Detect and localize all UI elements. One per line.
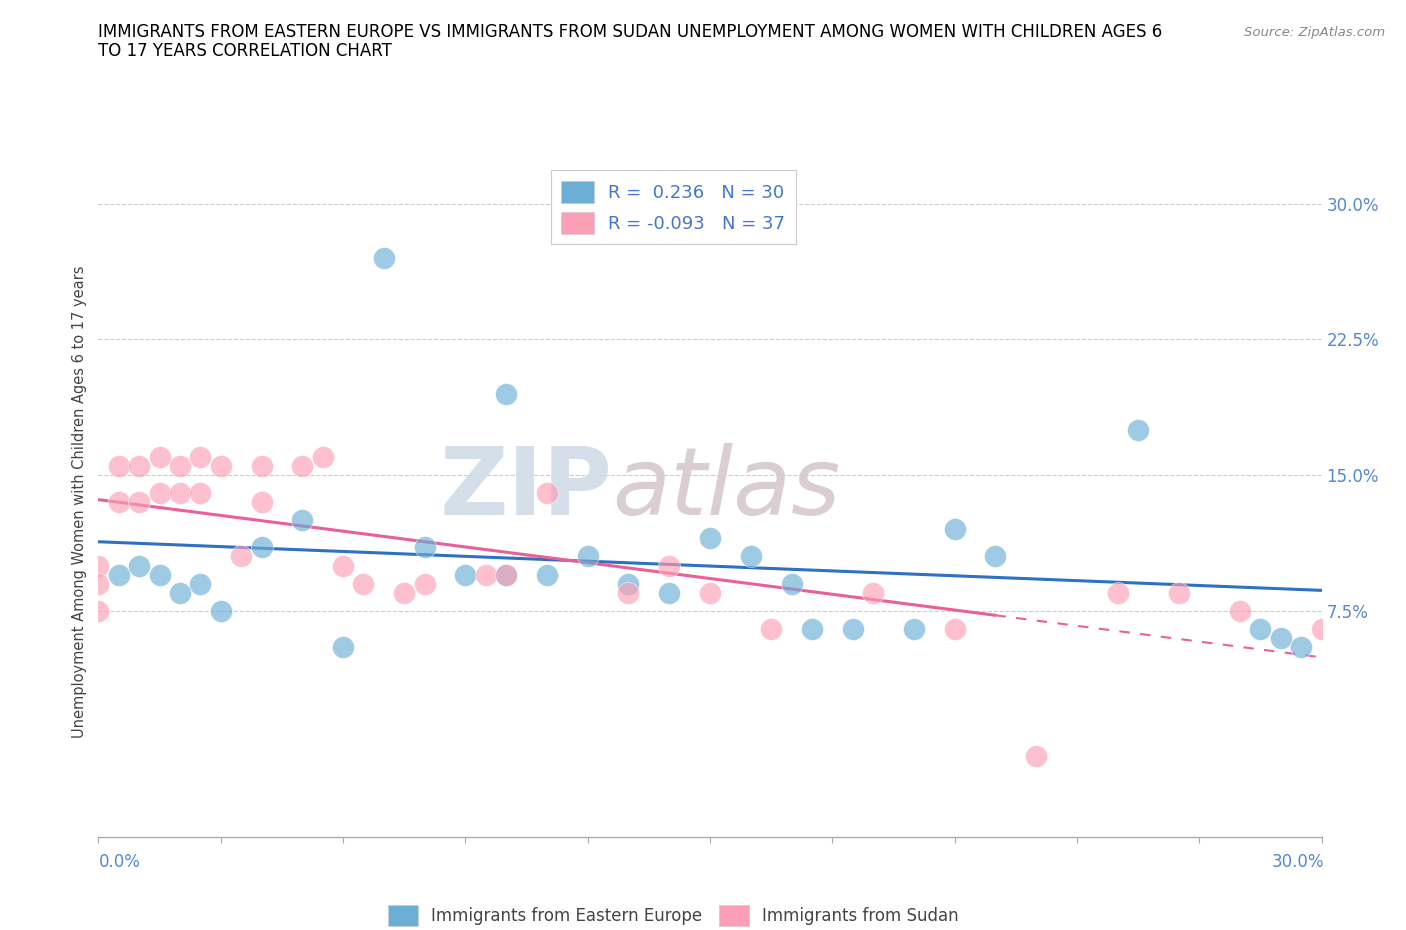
Point	[1128, 422, 1150, 437]
Point	[699, 585, 721, 600]
Text: 30.0%: 30.0%	[1272, 853, 1324, 870]
Text: IMMIGRANTS FROM EASTERN EUROPE VS IMMIGRANTS FROM SUDAN UNEMPLOYMENT AMONG WOMEN: IMMIGRANTS FROM EASTERN EUROPE VS IMMIGR…	[98, 23, 1163, 41]
Point	[536, 485, 558, 500]
Point	[1291, 640, 1313, 655]
Text: ZIP: ZIP	[439, 443, 612, 535]
Point	[149, 485, 172, 500]
Point	[576, 549, 599, 564]
Text: Source: ZipAtlas.com: Source: ZipAtlas.com	[1244, 26, 1385, 39]
Point	[87, 577, 110, 591]
Point	[250, 540, 273, 555]
Point	[373, 250, 395, 265]
Text: 0.0%: 0.0%	[98, 853, 141, 870]
Point	[413, 577, 436, 591]
Point	[699, 531, 721, 546]
Point	[128, 558, 150, 573]
Point	[617, 585, 640, 600]
Point	[617, 577, 640, 591]
Point	[188, 577, 212, 591]
Point	[250, 495, 273, 510]
Text: atlas: atlas	[612, 444, 841, 535]
Point	[149, 567, 172, 582]
Point	[128, 458, 150, 473]
Point	[841, 621, 863, 636]
Point	[1310, 621, 1333, 636]
Point	[1270, 631, 1292, 645]
Point	[1167, 585, 1189, 600]
Y-axis label: Unemployment Among Women with Children Ages 6 to 17 years: Unemployment Among Women with Children A…	[72, 266, 87, 738]
Point	[108, 458, 131, 473]
Point	[495, 567, 517, 582]
Point	[862, 585, 884, 600]
Point	[169, 485, 191, 500]
Point	[413, 540, 436, 555]
Point	[169, 585, 191, 600]
Point	[740, 549, 762, 564]
Point	[108, 567, 131, 582]
Point	[231, 549, 253, 564]
Point	[658, 585, 681, 600]
Point	[392, 585, 416, 600]
Point	[108, 495, 131, 510]
Point	[149, 449, 172, 464]
Point	[169, 458, 191, 473]
Point	[128, 495, 150, 510]
Point	[780, 577, 803, 591]
Point	[1229, 604, 1251, 618]
Point	[1107, 585, 1129, 600]
Text: TO 17 YEARS CORRELATION CHART: TO 17 YEARS CORRELATION CHART	[98, 42, 392, 60]
Point	[801, 621, 824, 636]
Legend: Immigrants from Eastern Europe, Immigrants from Sudan: Immigrants from Eastern Europe, Immigran…	[381, 898, 966, 930]
Point	[495, 567, 517, 582]
Point	[352, 577, 374, 591]
Point	[943, 621, 966, 636]
Point	[454, 567, 477, 582]
Point	[495, 386, 517, 401]
Point	[87, 558, 110, 573]
Point	[188, 485, 212, 500]
Point	[984, 549, 1007, 564]
Point	[1025, 748, 1047, 763]
Point	[291, 512, 314, 527]
Point	[250, 458, 273, 473]
Point	[761, 621, 783, 636]
Point	[332, 558, 354, 573]
Point	[1249, 621, 1271, 636]
Point	[312, 449, 335, 464]
Point	[209, 604, 232, 618]
Point	[658, 558, 681, 573]
Point	[188, 449, 212, 464]
Point	[291, 458, 314, 473]
Point	[474, 567, 498, 582]
Point	[332, 640, 354, 655]
Point	[87, 604, 110, 618]
Point	[209, 458, 232, 473]
Point	[943, 522, 966, 537]
Point	[903, 621, 925, 636]
Point	[536, 567, 558, 582]
